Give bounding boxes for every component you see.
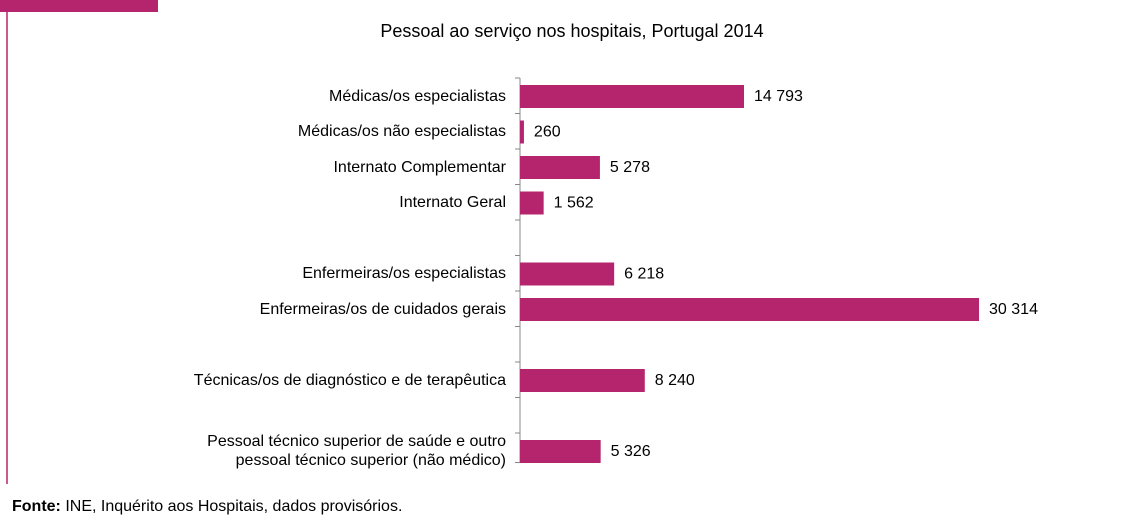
category-label: Internato Geral	[399, 194, 506, 211]
value-label: 8 240	[655, 372, 695, 389]
bar	[520, 120, 524, 144]
bar	[520, 440, 601, 463]
figure-tab	[0, 0, 158, 12]
category-label: Médicas/os não especialistas	[297, 123, 506, 140]
chart-title: Pessoal ao serviço nos hospitais, Portug…	[380, 21, 763, 41]
source-text: INE, Inquérito aos Hospitais, dados prov…	[65, 498, 403, 515]
value-label: 1 562	[554, 195, 594, 212]
value-label: 5 278	[610, 159, 650, 176]
source-label: Fonte:	[12, 498, 61, 515]
bar	[520, 369, 645, 392]
bar	[520, 191, 544, 215]
bar	[520, 85, 745, 108]
category-label: Internato Complementar	[333, 158, 506, 176]
bar	[520, 298, 980, 321]
category-label: Técnicas/os de diagnóstico e de terapêut…	[193, 371, 506, 389]
source: Fonte: INE, Inquérito aos Hospitais, dad…	[12, 498, 402, 516]
value-label: 260	[534, 124, 561, 141]
category-label: Enfermeiras/os especialistas	[302, 265, 506, 282]
bar	[520, 262, 615, 286]
category-label: Médicas/os especialistas	[329, 87, 506, 105]
value-label: 30 314	[989, 301, 1038, 318]
bar	[520, 156, 600, 179]
category-label: Enfermeiras/os de cuidados gerais	[259, 300, 506, 318]
value-label: 6 218	[624, 266, 664, 283]
value-label: 14 793	[754, 88, 803, 105]
value-label: 5 326	[611, 443, 651, 460]
category-label: Pessoal técnico superior de saúde e outr…	[207, 433, 506, 469]
